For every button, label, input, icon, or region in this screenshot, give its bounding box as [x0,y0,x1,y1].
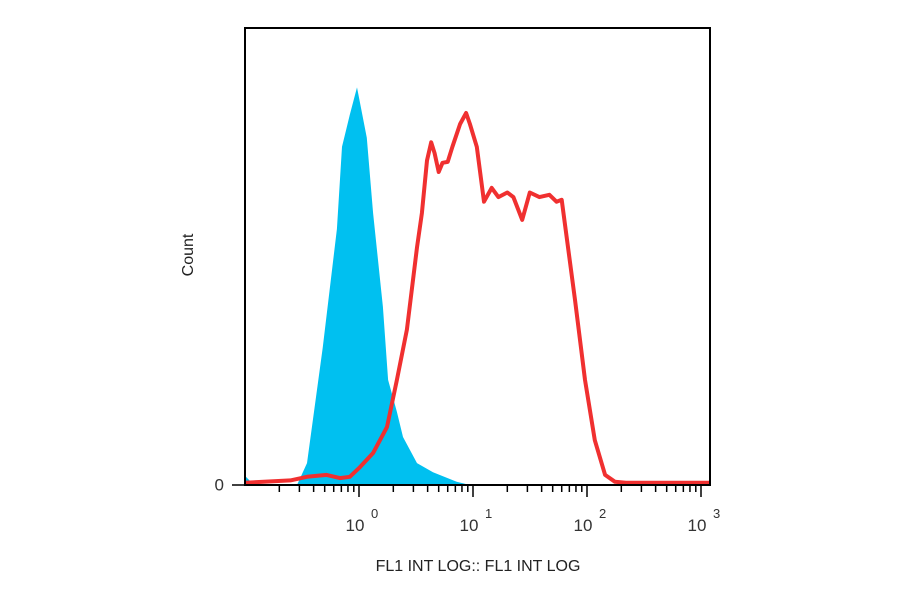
x-tick-label: 10 [574,516,593,535]
x-tick-exponent: 2 [599,506,606,521]
sample-histogram-line [244,111,709,485]
control-histogram-fill [245,87,470,486]
x-tick-exponent: 3 [713,506,720,521]
x-tick-label: 10 [346,516,365,535]
x-tick-label: 10 [688,516,707,535]
x-tick-exponent: 0 [371,506,378,521]
x-tick-label: 10 [460,516,479,535]
x-axis-label: FL1 INT LOG:: FL1 INT LOG [376,558,581,575]
x-tick-exponent: 1 [485,506,492,521]
y-tick-label-0: 0 [215,476,224,495]
y-axis-label: Count [180,233,197,276]
plot-frame [244,27,711,486]
